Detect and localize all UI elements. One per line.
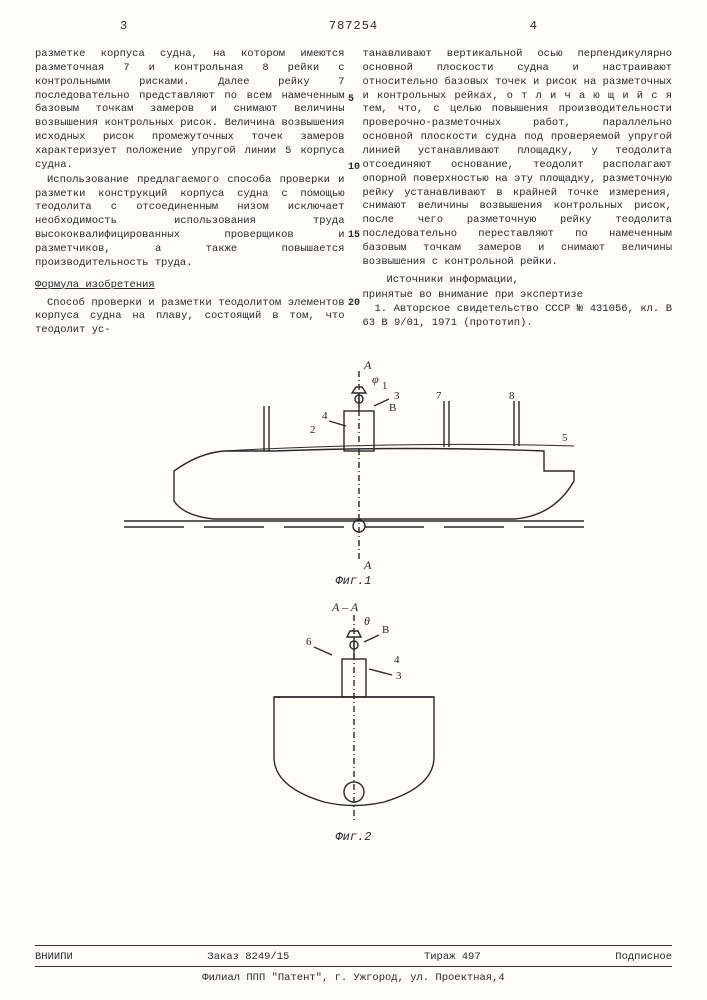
svg-text:B: B <box>382 624 389 636</box>
paragraph: Способ проверки и разметки теодолитом эл… <box>35 297 345 339</box>
figures-block: A A φ 1 B 3 4 2 7 8 5 Фиг.1 <box>35 351 672 845</box>
svg-text:7: 7 <box>436 390 442 402</box>
footer-org: ВНИИПИ <box>35 950 73 964</box>
page-num-left: 3 <box>120 18 127 34</box>
paragraph: танавливают вертикальной осью перпендику… <box>363 48 673 270</box>
svg-text:1: 1 <box>382 380 388 392</box>
section-mark: A <box>363 358 372 372</box>
page-footer: ВНИИПИ Заказ 8249/15 Тираж 497 Подписное… <box>35 945 672 985</box>
paragraph: разметке корпуса судна, на котором имеют… <box>35 48 345 173</box>
figure-2-label: Фиг.2 <box>35 829 672 845</box>
footer-tirage: Тираж 497 <box>424 950 481 964</box>
svg-text:3: 3 <box>394 390 400 402</box>
svg-text:4: 4 <box>322 410 328 422</box>
footer-sub: Подписное <box>615 950 672 964</box>
figure-1-label: Фиг.1 <box>35 573 672 589</box>
svg-text:θ: θ <box>364 614 370 628</box>
svg-text:2: 2 <box>310 424 316 436</box>
sources-heading: Источники информации, <box>363 274 673 288</box>
line-marker: 15 <box>348 231 360 241</box>
svg-text:3: 3 <box>396 670 402 682</box>
page-num-right: 4 <box>530 18 537 34</box>
line-marker: 5 <box>348 95 360 105</box>
right-column: танавливают вертикальной осью перпендику… <box>363 48 673 339</box>
paragraph: Использование предлагаемого способа пров… <box>35 174 345 271</box>
angle-label: φ <box>372 372 379 386</box>
svg-text:5: 5 <box>562 432 568 444</box>
footer-order: Заказ 8249/15 <box>207 950 289 964</box>
line-number-markers: 5 10 15 20 <box>348 95 360 367</box>
source-item: 1. Авторское свидетельство СССР № 431056… <box>363 303 673 331</box>
section-mark: A <box>363 558 372 571</box>
document-number: 787254 <box>329 18 378 34</box>
line-marker: 10 <box>348 163 360 173</box>
footer-row: ВНИИПИ Заказ 8249/15 Тираж 497 Подписное <box>35 950 672 967</box>
formula-heading: Формула изобретения <box>35 279 345 293</box>
svg-text:4: 4 <box>394 654 400 666</box>
figure-2-svg: A – A θ B 6 3 4 <box>214 597 494 827</box>
section-label: A – A <box>331 600 359 614</box>
sources-line: принятые во внимание при экспертизе <box>363 289 673 303</box>
patent-page: 3 4 787254 5 10 15 20 разметке корпуса с… <box>0 0 707 1000</box>
left-column: разметке корпуса судна, на котором имеют… <box>35 48 345 339</box>
figure-1-svg: A A φ 1 B 3 4 2 7 8 5 <box>114 351 594 571</box>
footer-address: Филиал ППП "Патент", г. Ужгород, ул. Про… <box>35 971 672 985</box>
line-marker: 20 <box>348 299 360 309</box>
svg-text:B: B <box>389 402 396 414</box>
svg-text:8: 8 <box>509 390 515 402</box>
svg-text:6: 6 <box>306 636 312 648</box>
